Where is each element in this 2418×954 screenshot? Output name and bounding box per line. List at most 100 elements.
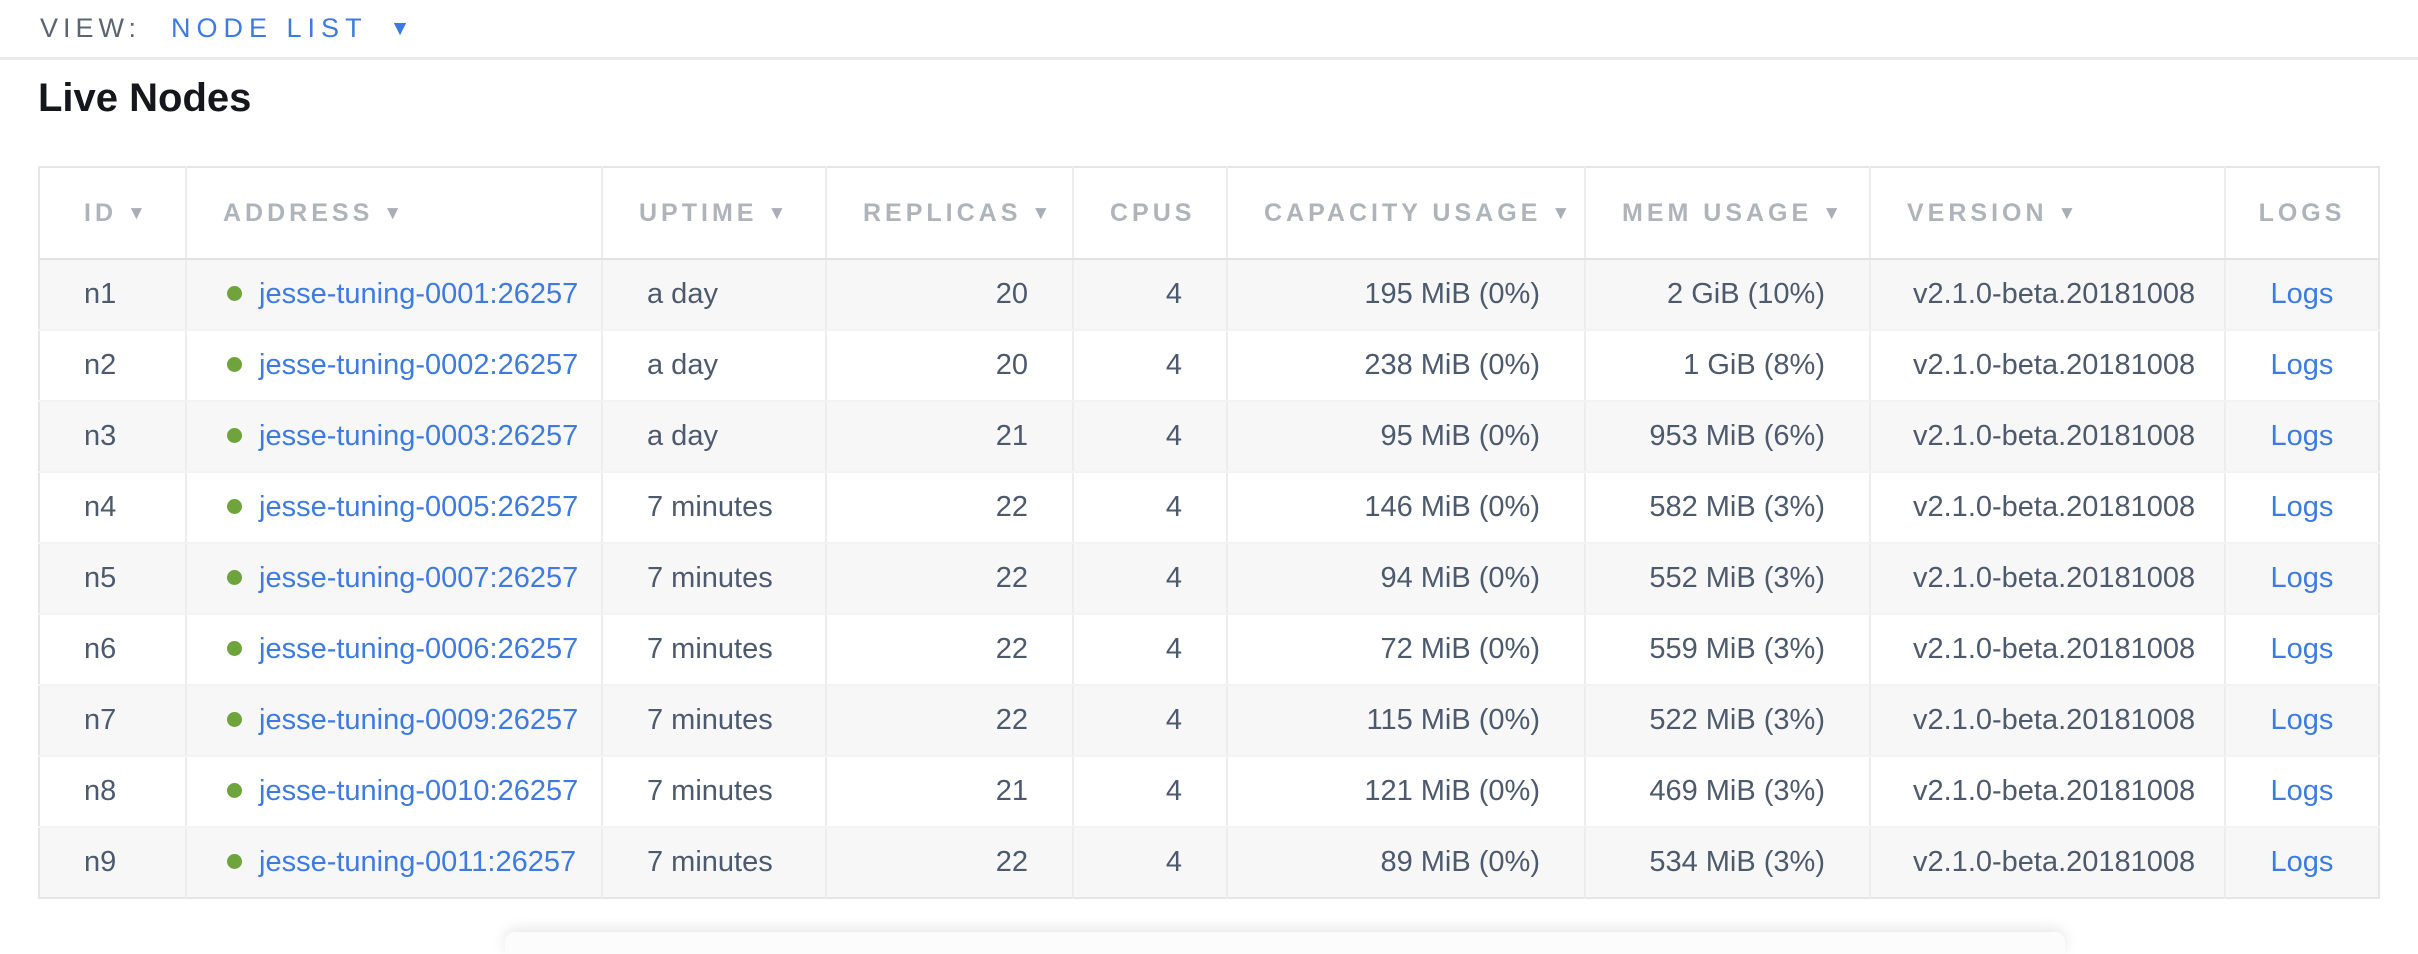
node-mem-usage-cell: 582 MiB (3%) <box>1585 472 1871 544</box>
node-capacity-usage-cell: 95 MiB (0%) <box>1227 401 1586 473</box>
node-address-link[interactable]: jesse-tuning-0010:26257 <box>259 775 579 807</box>
node-live-status-icon <box>227 853 242 869</box>
node-address-link[interactable]: jesse-tuning-0006:26257 <box>259 633 579 665</box>
node-id-cell: n1 <box>39 259 187 331</box>
node-id-cell: n5 <box>39 543 187 615</box>
view-label: VIEW: <box>40 13 142 43</box>
node-mem-usage-cell: 552 MiB (3%) <box>1585 543 1871 615</box>
node-live-status-icon <box>227 427 242 443</box>
page-title: Live Nodes <box>38 76 252 120</box>
node-uptime-cell: 7 minutes <box>602 685 827 757</box>
node-address-link[interactable]: jesse-tuning-0009:26257 <box>259 704 579 736</box>
node-cpus-cell: 4 <box>1073 401 1228 473</box>
node-replicas-cell: 22 <box>826 685 1074 757</box>
node-mem-usage-cell: 534 MiB (3%) <box>1585 827 1871 898</box>
view-selector-dropdown[interactable]: NODE LIST ▼ <box>171 13 410 44</box>
node-logs-cell: Logs <box>2225 685 2379 757</box>
node-logs-cell: Logs <box>2225 614 2379 686</box>
node-mem-usage-cell: 522 MiB (3%) <box>1585 685 1871 757</box>
column-header-uptime[interactable]: UPTIME ▼ <box>602 167 827 260</box>
node-uptime-cell: a day <box>602 259 827 331</box>
node-capacity-usage-cell: 115 MiB (0%) <box>1227 685 1586 757</box>
sort-desc-icon: ▼ <box>1031 203 1055 225</box>
node-row: n2 jesse-tuning-0002:26257 a day 20 4 23… <box>39 330 2379 402</box>
node-address-cell: jesse-tuning-0007:26257 <box>186 543 603 615</box>
node-cpus-cell: 4 <box>1073 543 1228 615</box>
node-logs-link[interactable]: Logs <box>2270 420 2334 452</box>
node-id-cell: n8 <box>39 756 187 828</box>
node-replicas-cell: 22 <box>826 827 1074 898</box>
node-uptime-cell: a day <box>602 401 827 473</box>
view-selected-value: NODE LIST <box>171 13 368 43</box>
node-cpus-cell: 4 <box>1073 827 1228 898</box>
node-row: n8 jesse-tuning-0010:26257 7 minutes 21 … <box>39 756 2379 828</box>
node-cpus-cell: 4 <box>1073 685 1228 757</box>
sort-desc-icon: ▼ <box>1551 203 1575 225</box>
node-version-cell: v2.1.0-beta.20181008 <box>1870 685 2226 757</box>
node-address-cell: jesse-tuning-0001:26257 <box>186 259 603 331</box>
node-replicas-cell: 22 <box>826 543 1074 615</box>
node-id-cell: n3 <box>39 401 187 473</box>
node-id-cell: n2 <box>39 330 187 402</box>
node-logs-link[interactable]: Logs <box>2270 633 2334 665</box>
column-header-replicas[interactable]: REPLICAS ▼ <box>826 167 1074 260</box>
node-logs-link[interactable]: Logs <box>2270 491 2334 523</box>
live-nodes-table: ID ▼ ADDRESS ▼ UPTIME ▼ REPLICAS ▼ CPUS CAPA… <box>38 166 2380 899</box>
node-live-status-icon <box>227 782 242 798</box>
table-header-row: ID ▼ ADDRESS ▼ UPTIME ▼ REPLICAS ▼ CPUS CAPA… <box>39 167 2379 260</box>
node-capacity-usage-cell: 121 MiB (0%) <box>1227 756 1586 828</box>
node-uptime-cell: 7 minutes <box>602 756 827 828</box>
sort-desc-icon: ▼ <box>767 203 791 225</box>
node-row: n4 jesse-tuning-0005:26257 7 minutes 22 … <box>39 472 2379 544</box>
column-header-logs-label: LOGS <box>2258 198 2346 227</box>
node-mem-usage-cell: 559 MiB (3%) <box>1585 614 1871 686</box>
node-address-link[interactable]: jesse-tuning-0011:26257 <box>259 846 577 878</box>
node-address-link[interactable]: jesse-tuning-0002:26257 <box>259 349 579 381</box>
column-header-mem-usage[interactable]: MEM USAGE ▼ <box>1585 167 1871 260</box>
node-version-cell: v2.1.0-beta.20181008 <box>1870 330 2226 402</box>
node-row: n6 jesse-tuning-0006:26257 7 minutes 22 … <box>39 614 2379 686</box>
node-logs-link[interactable]: Logs <box>2270 846 2334 878</box>
node-uptime-cell: a day <box>602 330 827 402</box>
node-row: n3 jesse-tuning-0003:26257 a day 21 4 95… <box>39 401 2379 473</box>
column-header-capacity-usage[interactable]: CAPACITY USAGE ▼ <box>1227 167 1586 260</box>
node-logs-link[interactable]: Logs <box>2270 278 2334 310</box>
node-replicas-cell: 22 <box>826 472 1074 544</box>
node-uptime-cell: 7 minutes <box>602 614 827 686</box>
node-mem-usage-cell: 2 GiB (10%) <box>1585 259 1871 331</box>
column-header-id[interactable]: ID ▼ <box>39 167 187 260</box>
node-logs-link[interactable]: Logs <box>2270 562 2334 594</box>
live-nodes-table-container: ID ▼ ADDRESS ▼ UPTIME ▼ REPLICAS ▼ CPUS CAPA… <box>38 166 2380 899</box>
node-version-cell: v2.1.0-beta.20181008 <box>1870 401 2226 473</box>
node-cpus-cell: 4 <box>1073 330 1228 402</box>
column-header-version-label: VERSION <box>1907 198 2048 227</box>
node-row: n7 jesse-tuning-0009:26257 7 minutes 22 … <box>39 685 2379 757</box>
node-live-status-icon <box>227 356 242 372</box>
node-logs-cell: Logs <box>2225 827 2379 898</box>
node-logs-cell: Logs <box>2225 330 2379 402</box>
node-mem-usage-cell: 953 MiB (6%) <box>1585 401 1871 473</box>
node-logs-link[interactable]: Logs <box>2270 349 2334 381</box>
node-logs-link[interactable]: Logs <box>2270 704 2334 736</box>
node-address-link[interactable]: jesse-tuning-0007:26257 <box>259 562 579 594</box>
node-logs-link[interactable]: Logs <box>2270 775 2334 807</box>
node-capacity-usage-cell: 146 MiB (0%) <box>1227 472 1586 544</box>
chevron-down-icon: ▼ <box>389 17 411 40</box>
node-capacity-usage-cell: 89 MiB (0%) <box>1227 827 1586 898</box>
sort-desc-icon: ▼ <box>2057 203 2081 225</box>
node-address-link[interactable]: jesse-tuning-0003:26257 <box>259 420 579 452</box>
view-bar: VIEW: NODE LIST ▼ <box>0 0 2418 60</box>
column-header-version[interactable]: VERSION ▼ <box>1870 167 2226 260</box>
column-header-address[interactable]: ADDRESS ▼ <box>186 167 603 260</box>
node-version-cell: v2.1.0-beta.20181008 <box>1870 472 2226 544</box>
node-address-link[interactable]: jesse-tuning-0001:26257 <box>259 278 579 310</box>
node-mem-usage-cell: 469 MiB (3%) <box>1585 756 1871 828</box>
node-capacity-usage-cell: 238 MiB (0%) <box>1227 330 1586 402</box>
node-live-status-icon <box>227 640 242 656</box>
node-address-link[interactable]: jesse-tuning-0005:26257 <box>259 491 579 523</box>
node-logs-cell: Logs <box>2225 401 2379 473</box>
node-address-cell: jesse-tuning-0005:26257 <box>186 472 603 544</box>
node-logs-cell: Logs <box>2225 259 2379 331</box>
node-version-cell: v2.1.0-beta.20181008 <box>1870 259 2226 331</box>
node-id-cell: n4 <box>39 472 187 544</box>
